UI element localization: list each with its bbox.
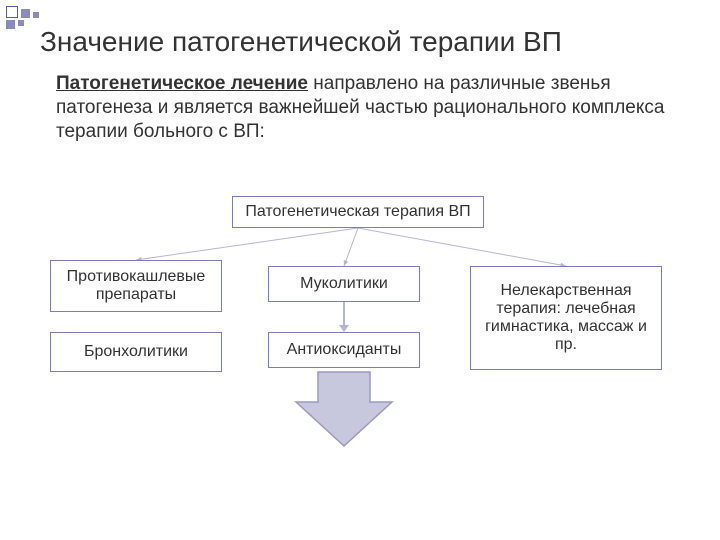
- box-left2: Бронхолитики: [50, 332, 222, 372]
- corner-decoration: [6, 6, 39, 18]
- box-top: Патогенетическая терапия ВП: [232, 196, 484, 228]
- box-left1: Противокашлевые препараты: [50, 260, 222, 312]
- slide-title: Значение патогенетической терапии ВП: [40, 26, 700, 58]
- box-mid2: Антиоксиданты: [268, 332, 420, 368]
- slide-body: Патогенетическое лечение направлено на р…: [56, 72, 670, 143]
- box-mid1: Муколитики: [268, 266, 420, 302]
- body-bold: Патогенетическое лечение: [56, 73, 308, 94]
- box-right: Нелекарственная терапия: лечебная гимнас…: [470, 266, 662, 370]
